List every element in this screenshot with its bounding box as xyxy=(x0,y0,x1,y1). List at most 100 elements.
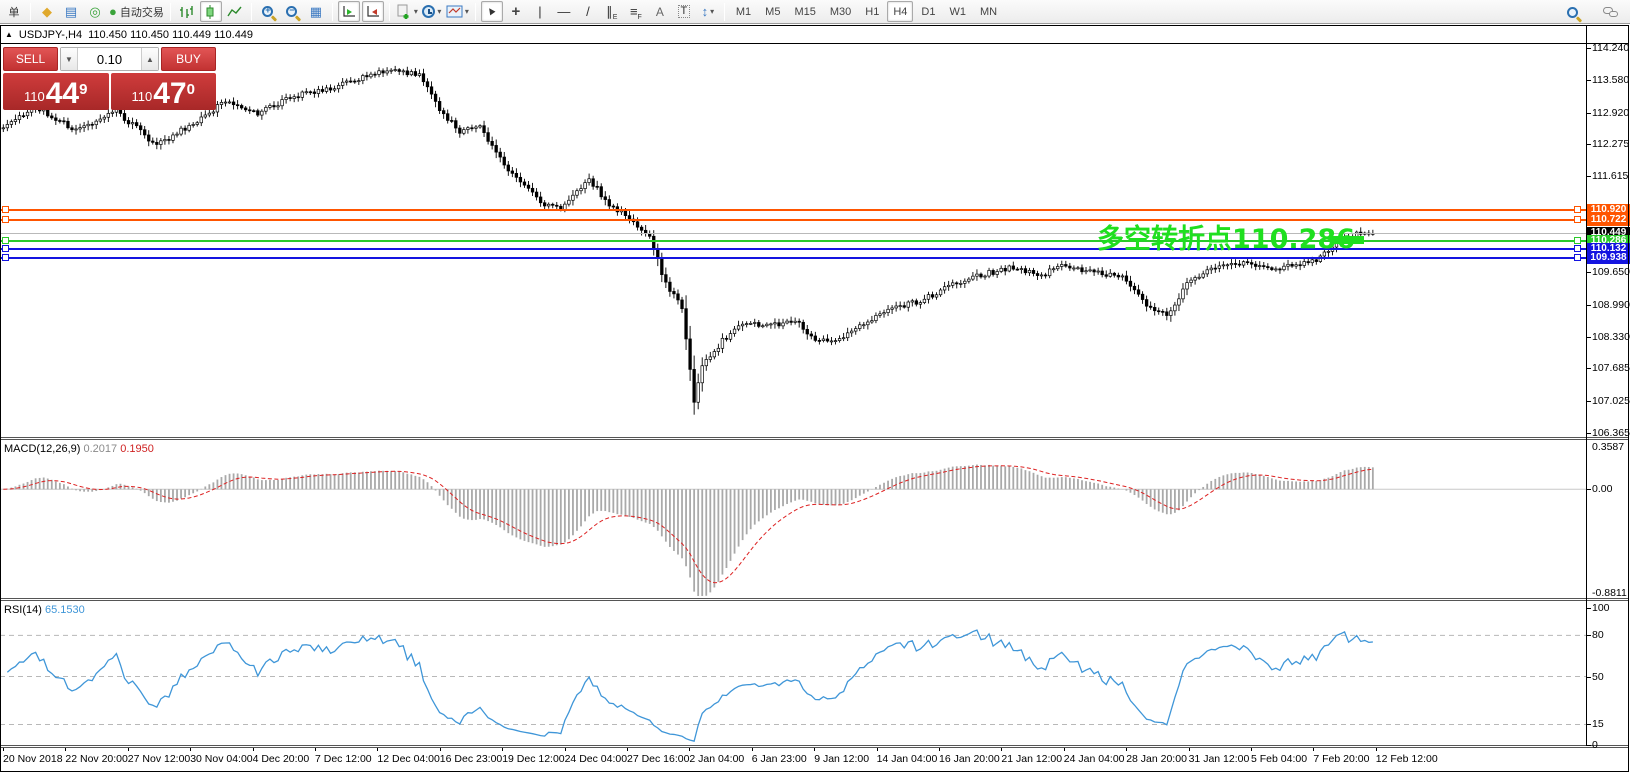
macd-scale-top: 0.3587 xyxy=(1592,441,1625,453)
timeframe-H4[interactable]: H4 xyxy=(887,1,914,22)
time-tick-mark xyxy=(751,747,753,751)
time-tick: 27 Dec 16:00 xyxy=(627,753,690,765)
line-price-label: 109.938 xyxy=(1587,252,1630,265)
timeframe-M30[interactable]: M30 xyxy=(829,5,852,18)
autotrading-icon: ● xyxy=(109,4,117,19)
buy-button[interactable]: BUY xyxy=(161,47,216,71)
periods-button[interactable]: ▾ xyxy=(421,1,443,22)
time-tick: 14 Jan 04:00 xyxy=(876,753,938,765)
line-handle[interactable] xyxy=(1574,254,1581,262)
buy-price-tile[interactable]: 110 47 0 xyxy=(110,73,216,110)
zoom-out-icon[interactable]: − xyxy=(281,1,303,22)
price-tick-mark xyxy=(1586,176,1591,178)
autotrading-button[interactable]: ● 自动交易 xyxy=(108,1,165,22)
time-tick-mark xyxy=(502,747,504,751)
time-tick-mark xyxy=(939,747,940,751)
toolbar-separator xyxy=(169,2,171,21)
pane-splitter[interactable] xyxy=(1,437,1628,440)
horizontal-line[interactable] xyxy=(1,209,1586,212)
charts-window-icon[interactable]: ▤ xyxy=(64,4,78,19)
macd-scale-zero: 0.00 xyxy=(1592,483,1613,495)
time-tick-mark xyxy=(1313,747,1315,751)
timeframe-D1[interactable]: D1 xyxy=(921,5,936,18)
fibonacci-tool-icon[interactable]: ≡ F xyxy=(629,4,642,21)
rsi-level-label: 100 xyxy=(1592,602,1610,614)
vertical-line-tool-icon[interactable]: | xyxy=(538,4,542,19)
timeframe-M1[interactable]: M1 xyxy=(735,5,752,18)
line-handle[interactable] xyxy=(1574,237,1581,245)
zoom-in-icon[interactable]: + xyxy=(257,1,279,22)
arrows-tool-button[interactable]: ↕ ▾ xyxy=(701,4,715,19)
macd-label: MACD(12,26,9) 0.2017 0.1950 xyxy=(4,443,154,455)
candlestick-chart[interactable] xyxy=(0,45,1586,437)
time-tick: 27 Nov 12:00 xyxy=(127,753,191,765)
line-handle[interactable] xyxy=(2,237,9,245)
line-handle[interactable] xyxy=(1574,206,1581,214)
clock-icon xyxy=(422,5,436,18)
collapse-triangle-icon[interactable]: ▲ xyxy=(5,30,13,39)
timeframe-H1[interactable]: H1 xyxy=(865,5,880,18)
chat-icon[interactable] xyxy=(1599,2,1621,23)
price-tick-mark xyxy=(1586,80,1591,82)
rsi-level-tick xyxy=(1586,635,1591,637)
time-tick: 4 Dec 20:00 xyxy=(252,753,310,765)
auto-scroll-icon[interactable] xyxy=(337,1,360,22)
line-handle[interactable] xyxy=(2,206,9,214)
price-axis[interactable] xyxy=(1587,26,1629,745)
time-tick: 20 Nov 2018 xyxy=(3,753,63,765)
line-handle[interactable] xyxy=(2,215,9,223)
price-tick-mark xyxy=(1586,304,1591,306)
horizontal-line[interactable] xyxy=(1,240,1586,243)
volume-decrease-button[interactable]: ▼ xyxy=(61,48,78,70)
one-click-trading-panel: SELL ▼ 0.10 ▲ BUY 110 44 9 110 47 0 xyxy=(3,47,216,110)
pane-splitter[interactable] xyxy=(1,598,1628,601)
macd-indicator-chart[interactable] xyxy=(0,440,1586,598)
tile-windows-icon[interactable]: ▦ xyxy=(309,4,322,19)
time-tick: 30 Nov 04:00 xyxy=(190,753,253,765)
volume-value[interactable]: 0.10 xyxy=(78,48,141,70)
timeframe-M15[interactable]: M15 xyxy=(794,5,816,18)
time-tick: 22 Nov 20:00 xyxy=(65,753,128,765)
sell-button[interactable]: SELL xyxy=(3,47,58,71)
data-window-icon[interactable]: ◎ xyxy=(89,4,101,19)
volume-increase-button[interactable]: ▲ xyxy=(141,48,158,70)
time-tick-mark xyxy=(564,747,566,751)
timeframe-W1[interactable]: W1 xyxy=(949,5,966,18)
line-handle[interactable] xyxy=(2,244,9,252)
text-tool-icon[interactable]: A xyxy=(655,4,664,19)
horizontal-line[interactable] xyxy=(1,257,1586,260)
equidistant-channel-tool-icon[interactable]: ∥ E xyxy=(606,4,618,21)
templates-button[interactable]: ▾ xyxy=(445,1,470,22)
new-order-button[interactable]: 单 xyxy=(8,6,20,19)
sell-price-tile[interactable]: 110 44 9 xyxy=(3,73,109,110)
cursor-tool-icon[interactable]: ▲ xyxy=(480,1,503,22)
bar-chart-style-icon[interactable] xyxy=(176,1,198,22)
line-handle[interactable] xyxy=(2,254,9,262)
text-label-tool-icon[interactable]: T xyxy=(673,1,695,22)
pivot-green-marker xyxy=(1330,236,1364,245)
chart-shift-icon[interactable] xyxy=(361,1,384,22)
timeframe-M5[interactable]: M5 xyxy=(765,5,781,18)
price-tick-mark xyxy=(1586,433,1591,434)
price-tick: 111.615 xyxy=(1592,170,1629,183)
timeframe-MN[interactable]: MN xyxy=(979,5,998,18)
time-tick-mark xyxy=(1063,747,1065,751)
line-handle[interactable] xyxy=(1574,244,1581,252)
crosshair-tool-icon[interactable]: + xyxy=(511,3,521,20)
line-chart-style-icon[interactable] xyxy=(224,1,246,22)
current-price-line[interactable] xyxy=(1,232,1586,234)
new-order-icon[interactable]: ◆ xyxy=(42,4,52,19)
horizontal-line[interactable] xyxy=(1,247,1586,250)
toolbar-separator xyxy=(30,2,31,21)
line-handle[interactable] xyxy=(1574,215,1581,223)
horizontal-line-tool-icon[interactable]: — xyxy=(557,4,571,19)
horizontal-line[interactable] xyxy=(1,218,1586,221)
chevron-down-icon: ▾ xyxy=(437,7,442,16)
rsi-indicator-chart[interactable] xyxy=(0,601,1586,745)
indicators-button[interactable]: ▾ xyxy=(395,1,419,22)
trendline-tool-icon[interactable]: / xyxy=(586,4,590,19)
search-icon[interactable] xyxy=(1561,2,1583,23)
time-tick: 16 Dec 23:00 xyxy=(439,753,503,765)
time-axis[interactable]: 20 Nov 2018 22 Nov 20:00 27 Nov 12:00 30 No… xyxy=(1,747,1628,771)
candlestick-style-icon[interactable] xyxy=(199,1,222,22)
